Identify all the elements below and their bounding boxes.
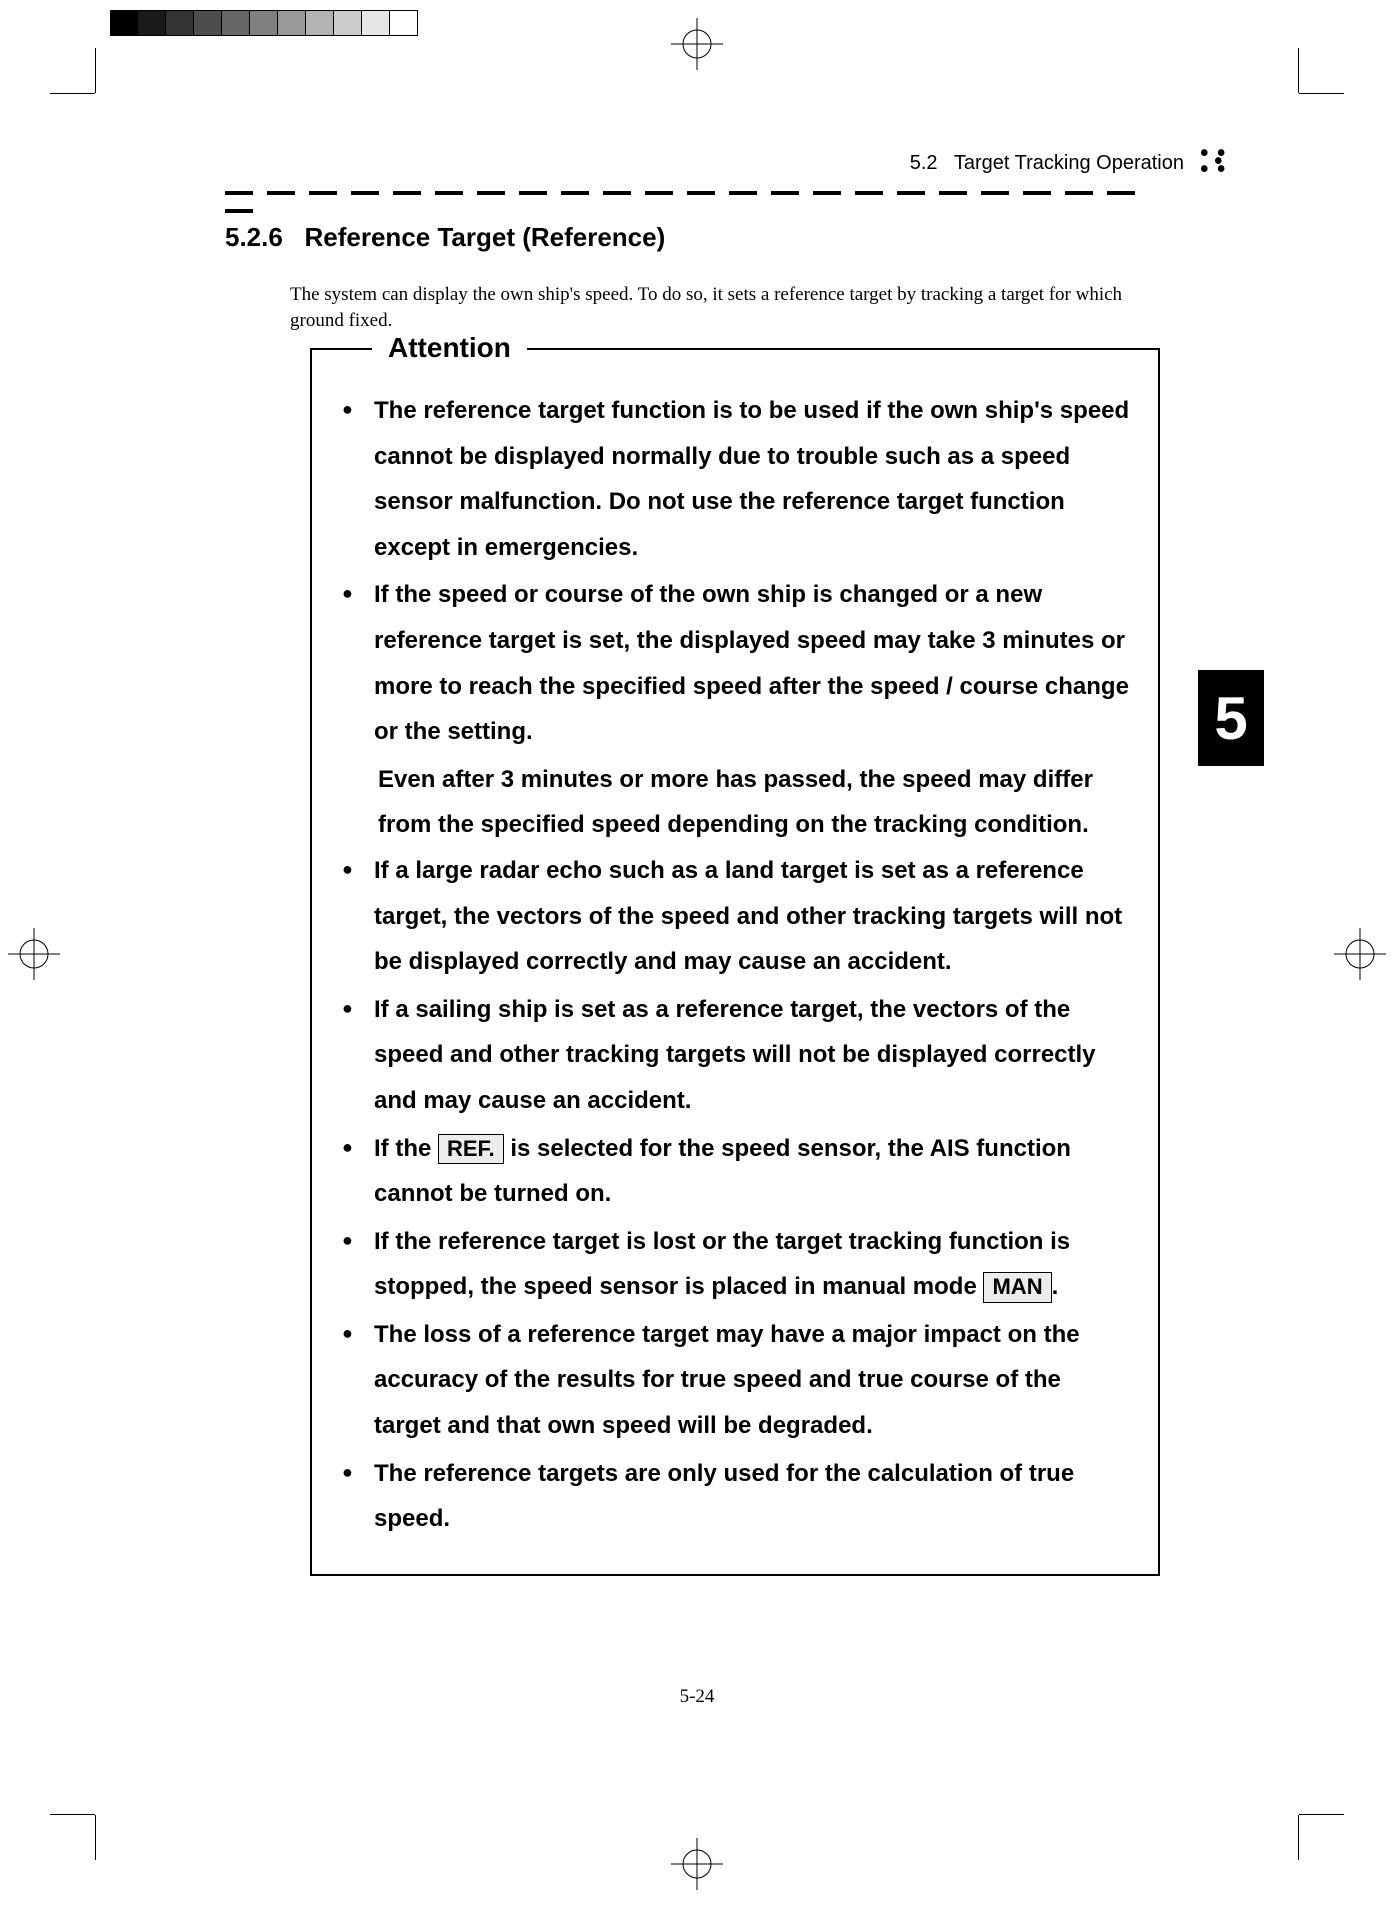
grayscale-swatch	[362, 10, 390, 36]
intro-paragraph: The system can display the own ship's sp…	[290, 282, 1170, 333]
heading-title: Reference Target (Reference)	[305, 222, 666, 252]
grayscale-swatch	[194, 10, 222, 36]
header-dots-icon: • • •• •	[1199, 150, 1226, 174]
running-header-number: 5.2	[910, 152, 938, 174]
attention-list: The reference target function is to be u…	[340, 388, 1130, 1542]
crop-mark-top-left	[50, 48, 140, 138]
grayscale-swatch	[250, 10, 278, 36]
grayscale-swatch	[222, 10, 250, 36]
page-number: 5-24	[680, 1686, 715, 1708]
registration-mark-bottom	[671, 1838, 723, 1890]
attention-item-text: .	[1052, 1273, 1059, 1300]
attention-item: The reference target function is to be u…	[340, 388, 1130, 570]
attention-item: If the REF. is selected for the speed se…	[340, 1126, 1130, 1217]
crop-mark-bottom-left	[50, 1770, 140, 1860]
chapter-number: 5	[1214, 684, 1247, 753]
registration-mark-top	[671, 18, 723, 70]
attention-box: Attention The reference target function …	[310, 348, 1160, 1576]
grayscale-calibration-bar	[110, 10, 418, 36]
grayscale-swatch	[110, 10, 138, 36]
grayscale-swatch	[390, 10, 418, 36]
grayscale-swatch	[306, 10, 334, 36]
running-header: 5.2 Target Tracking Operation	[910, 152, 1184, 175]
header-dashed-rule	[225, 182, 1180, 218]
keycap-label: MAN	[983, 1272, 1051, 1303]
attention-item-continuation: Even after 3 minutes or more has passed,…	[340, 757, 1130, 848]
grayscale-swatch	[138, 10, 166, 36]
attention-item: The loss of a reference target may have …	[340, 1312, 1130, 1449]
attention-item: If a sailing ship is set as a reference …	[340, 987, 1130, 1124]
running-header-title: Target Tracking Operation	[954, 152, 1184, 174]
grayscale-swatch	[278, 10, 306, 36]
attention-item: If the reference target is lost or the t…	[340, 1219, 1130, 1310]
heading-number: 5.2.6	[225, 222, 283, 252]
chapter-tab: 5	[1198, 670, 1264, 766]
attention-item: If a large radar echo such as a land tar…	[340, 848, 1130, 985]
section-heading: 5.2.6 Reference Target (Reference)	[225, 222, 665, 253]
grayscale-swatch	[166, 10, 194, 36]
keycap-label: REF.	[438, 1134, 504, 1165]
attention-label: Attention	[372, 332, 527, 364]
grayscale-swatch	[334, 10, 362, 36]
attention-item: The reference targets are only used for …	[340, 1451, 1130, 1542]
attention-item-text: If the reference target is lost or the t…	[374, 1228, 1070, 1301]
registration-mark-right	[1334, 928, 1386, 980]
attention-item: If the speed or course of the own ship i…	[340, 572, 1130, 754]
crop-mark-top-right	[1254, 48, 1344, 138]
attention-item-text: If the	[374, 1135, 438, 1162]
crop-mark-bottom-right	[1254, 1770, 1344, 1860]
registration-mark-left	[8, 928, 60, 980]
